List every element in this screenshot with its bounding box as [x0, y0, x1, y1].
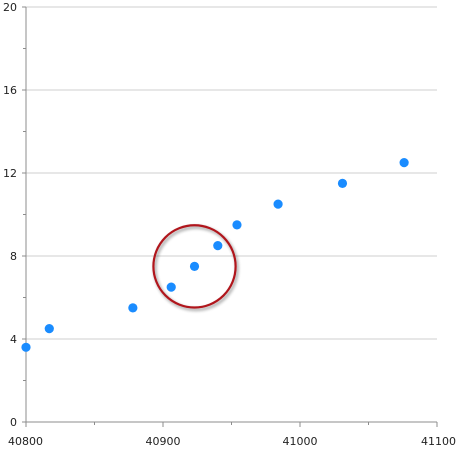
y-tick-label: 12 [3, 167, 17, 180]
x-tick-label: 40900 [146, 435, 181, 448]
data-point [166, 282, 176, 292]
data-point [44, 324, 54, 334]
data-point [128, 303, 138, 313]
y-tick-label: 16 [3, 84, 17, 97]
y-tick-label: 20 [3, 1, 17, 14]
highlight-circle [152, 224, 237, 309]
data-point [273, 199, 283, 209]
data-point [21, 342, 31, 352]
x-tick-label: 41000 [283, 435, 318, 448]
x-tick-label: 41100 [421, 435, 456, 448]
data-point [337, 178, 348, 188]
x-tick-label: 40800 [8, 435, 43, 448]
data-point [213, 241, 223, 251]
gridlines [26, 6, 437, 340]
y-tick-label: 0 [10, 416, 17, 429]
data-point [232, 220, 242, 230]
annotations [152, 224, 237, 309]
data-point [399, 158, 409, 168]
axes [22, 6, 438, 427]
data-points [21, 158, 409, 352]
data-point [189, 261, 200, 271]
y-tick-label: 8 [10, 250, 17, 263]
y-tick-label: 4 [10, 333, 17, 346]
tick-labels: 0 4 8 12 16 20 40800 40900 41000 41100 [3, 1, 456, 448]
